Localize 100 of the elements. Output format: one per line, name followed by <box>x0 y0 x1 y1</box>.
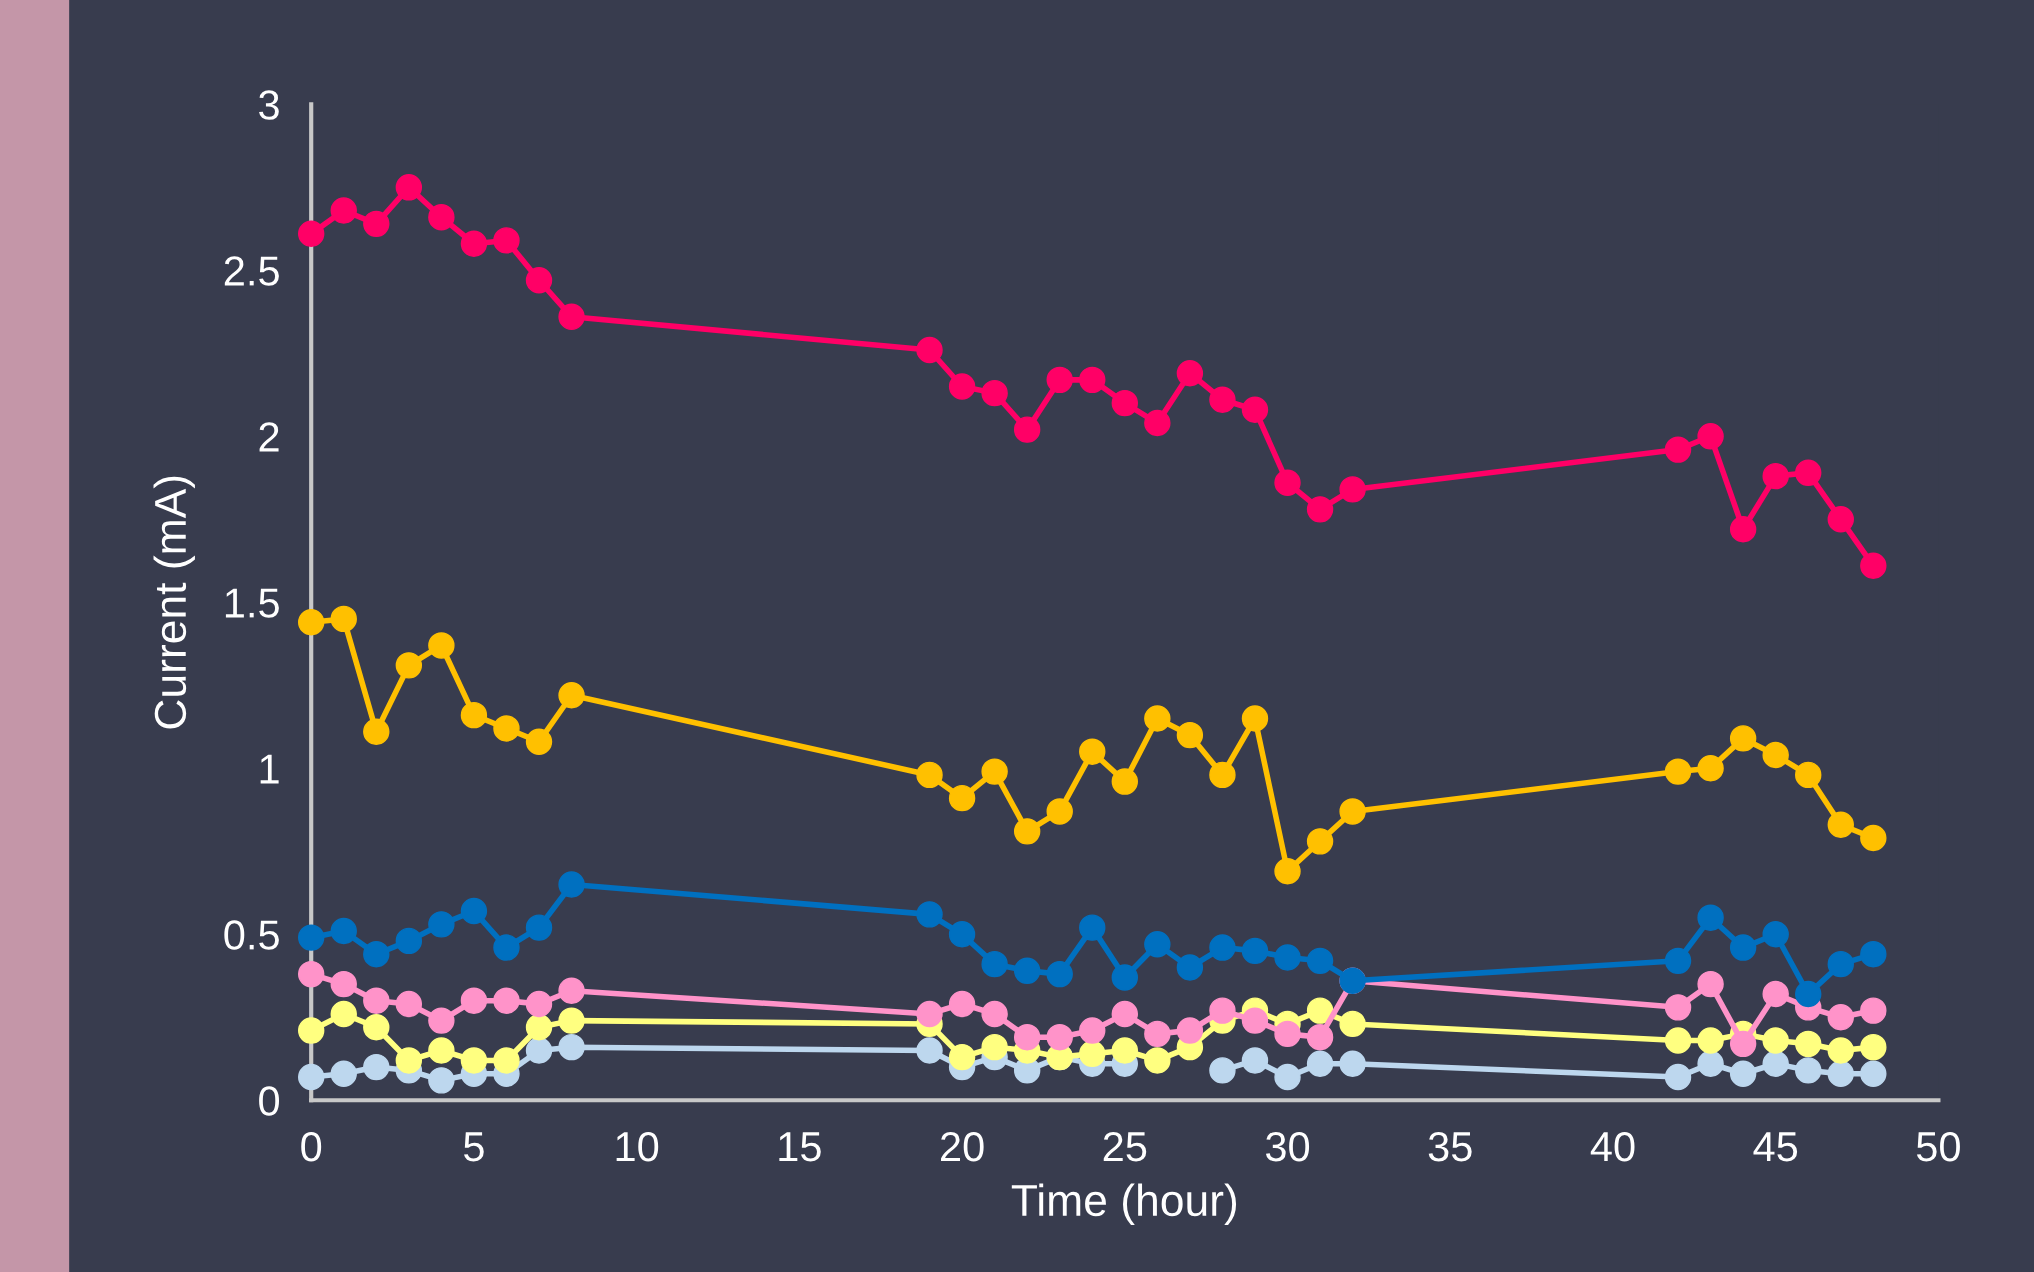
point <box>363 1014 390 1041</box>
point <box>1697 1050 1724 1077</box>
point <box>1664 758 1692 785</box>
point <box>460 897 488 925</box>
x-tick-label: 10 <box>616 1131 659 1162</box>
point <box>1729 1060 1757 1087</box>
point <box>460 701 488 729</box>
point <box>1860 552 1887 579</box>
point <box>298 924 325 951</box>
point <box>948 921 976 948</box>
point <box>1209 934 1236 961</box>
point <box>1241 1047 1269 1074</box>
point <box>1046 798 1073 825</box>
point <box>1241 705 1269 732</box>
point <box>493 1047 520 1074</box>
point <box>1209 997 1236 1024</box>
point <box>298 220 325 247</box>
point <box>981 1000 1008 1028</box>
point <box>298 609 325 636</box>
point <box>1144 705 1171 732</box>
point <box>1860 997 1887 1024</box>
point <box>948 373 976 400</box>
point <box>1729 725 1757 752</box>
point <box>1664 1063 1692 1091</box>
point <box>1144 1047 1171 1074</box>
point <box>363 210 390 238</box>
point <box>1339 1050 1366 1077</box>
point <box>330 605 357 633</box>
y-tick-label: 0.5 <box>224 920 279 950</box>
point <box>1274 1020 1301 1048</box>
point <box>1697 970 1724 998</box>
point <box>1013 957 1041 984</box>
point <box>1860 1060 1887 1087</box>
point <box>1827 506 1854 533</box>
point <box>493 987 520 1014</box>
point <box>1762 980 1789 1008</box>
point <box>525 1014 553 1041</box>
point <box>525 1037 553 1064</box>
y-tick-label: 1 <box>260 754 279 784</box>
point <box>1729 1030 1757 1058</box>
point <box>1339 476 1366 503</box>
point <box>981 379 1008 407</box>
point <box>1144 1020 1171 1048</box>
point <box>460 987 488 1014</box>
point <box>1209 386 1236 413</box>
x-tick-label: 45 <box>1753 1132 1798 1162</box>
point <box>1046 960 1073 988</box>
point <box>1697 423 1724 450</box>
point <box>1241 396 1269 423</box>
point <box>493 934 520 961</box>
point <box>428 1007 455 1034</box>
point <box>1697 755 1724 782</box>
point <box>1013 1024 1041 1051</box>
y-axis-title: Current (mA) <box>153 476 195 729</box>
point <box>330 197 357 224</box>
point <box>1729 516 1757 543</box>
point <box>1111 1037 1138 1064</box>
point <box>1079 738 1106 765</box>
point <box>1306 1024 1334 1051</box>
x-tick-label: 15 <box>779 1132 821 1162</box>
point <box>1209 1057 1236 1084</box>
point <box>558 682 585 709</box>
point <box>558 303 585 330</box>
point <box>363 1053 390 1081</box>
point <box>558 871 585 898</box>
point <box>558 1007 585 1034</box>
point <box>1664 994 1692 1021</box>
point <box>1306 997 1334 1024</box>
point <box>395 1047 423 1074</box>
point <box>1306 496 1334 523</box>
point <box>1827 1060 1854 1087</box>
point <box>1664 947 1692 975</box>
point <box>1111 1000 1138 1028</box>
point <box>1762 462 1789 490</box>
point <box>1827 1037 1854 1064</box>
point <box>525 990 553 1018</box>
point <box>363 718 390 745</box>
point <box>1111 389 1138 417</box>
point <box>330 1060 357 1087</box>
point <box>1306 947 1334 975</box>
point <box>981 1033 1008 1061</box>
point <box>395 990 423 1018</box>
point <box>916 761 943 789</box>
point <box>558 977 585 1004</box>
point <box>1176 1017 1204 1044</box>
x-tick-label: 40 <box>1590 1131 1635 1162</box>
y-tick-label: 2 <box>259 422 279 452</box>
point <box>363 987 390 1014</box>
point <box>330 1000 357 1028</box>
point <box>916 1037 943 1064</box>
point <box>1827 1004 1854 1031</box>
point <box>395 174 423 201</box>
point <box>1013 416 1041 443</box>
x-tick-label: 30 <box>1265 1131 1310 1162</box>
point <box>1274 944 1301 971</box>
point <box>1274 469 1301 496</box>
point <box>1274 858 1301 885</box>
point <box>948 990 976 1018</box>
point <box>428 632 455 659</box>
x-tick-label: 25 <box>1103 1131 1147 1162</box>
